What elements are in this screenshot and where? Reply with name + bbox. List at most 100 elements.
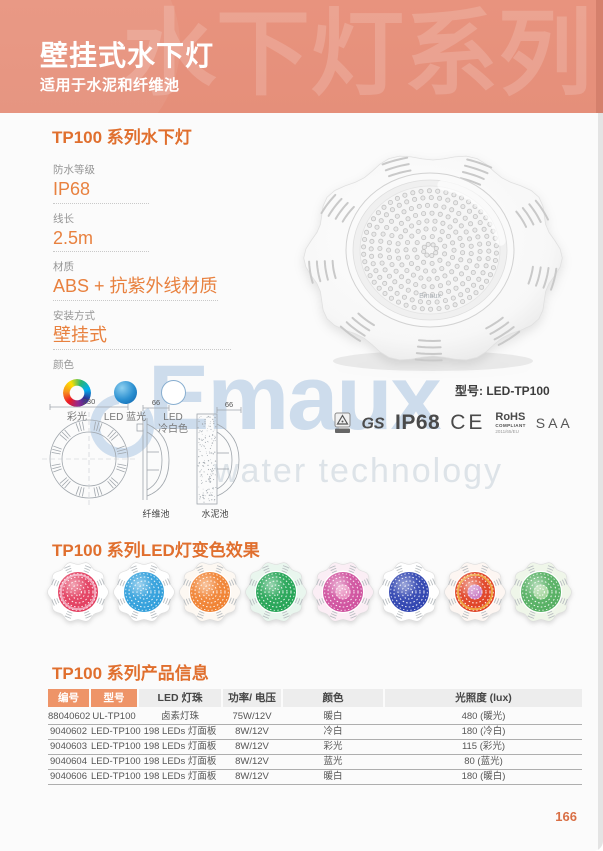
spec-item: 线长 2.5m: [53, 211, 263, 253]
table-col-header: 颜色: [283, 689, 383, 707]
table-cell: 8W/12V: [235, 771, 269, 782]
spec-item: 材质 ABS + 抗紫外线材质: [53, 259, 263, 302]
spec-label: 材质: [53, 261, 74, 274]
dim-230: 230: [83, 397, 96, 406]
spec-value: 2.5m: [53, 228, 149, 253]
spec-list: 防水等级 IP68 线长 2.5m 材质 ABS + 抗紫外线材质安装方式壁挂式: [53, 162, 263, 350]
table-row: 9040602 LED-TP100 198 LEDs 灯面板 8W/12V 冷白 180 …: [48, 725, 582, 740]
concrete-stipple: [197, 414, 217, 503]
table-cell: 198 LEDs 灯面板: [143, 771, 217, 782]
table-cell: 暖白: [323, 711, 343, 722]
vent-slots: [308, 156, 558, 362]
spec-label: 防水等级: [53, 164, 95, 176]
table-cell: 180 (暖白): [461, 771, 506, 782]
color-spec-label: 颜色: [53, 358, 74, 371]
table-cell: 480 (暖光): [461, 711, 506, 722]
spec-value: ABS + 抗紫外线材质: [53, 276, 218, 302]
table-cell: 9040603: [50, 741, 87, 752]
spec-block: 防水等级 IP68 线长 2.5m 材质 ABS + 抗紫外线材质安装方式壁挂式 颜色 彩…: [53, 162, 263, 437]
page-edge-bottom: [598, 113, 603, 851]
svg-text:GS: GS: [361, 416, 384, 433]
effect-light-magenta: [311, 562, 374, 622]
table-cell: LED-TP100: [91, 726, 141, 737]
effect-light-indigo: [377, 562, 440, 622]
product-photo: Emaux: [303, 155, 563, 371]
table-row: 9040603 LED-TP100 198 LEDs 灯面板 8W/12V 彩光 115 …: [48, 740, 582, 755]
table-col-header: LED 灯珠: [139, 689, 221, 707]
tuv-cert-icon: [334, 412, 351, 433]
table-cell: 198 LEDs 灯面板: [143, 756, 217, 767]
table-row: 88040602 UL-TP100 卤素灯珠 75W/12V 暖白 480 (暖光): [48, 710, 582, 725]
table-col-header: 编号: [48, 689, 89, 707]
table-col-header: 型号: [91, 689, 137, 707]
header-decor-circle: [0, 0, 180, 113]
swatch-label: LED 冷白色: [158, 411, 188, 436]
saa-mark: SAA: [535, 415, 573, 431]
page-subtitle: 适用于水泥和纤维池: [40, 77, 180, 94]
rainbow-color-icon: [63, 378, 91, 407]
rohs-mark: RoHS COMPLIANT 2011/65/EU: [495, 411, 526, 434]
table-cell: 9040602: [50, 726, 87, 737]
table-cell: UL-TP100: [92, 711, 136, 722]
table-cell: LED-TP100: [91, 756, 141, 767]
section1-title: TP100 系列水下灯: [52, 128, 192, 147]
table-row: 9040606 LED-TP100 198 LEDs 灯面板 8W/12V 暖白 180 …: [48, 770, 582, 785]
effect-light-light-green: [510, 562, 572, 622]
page-header: 水下灯系列 壁挂式水下灯 适用于水泥和纤维池: [0, 0, 603, 113]
page-number: 166: [555, 809, 577, 824]
product-info-table: 编号 型号 LED 灯珠 功率/ 电压 颜色 光照度 (lux) 88040602 UL-T…: [48, 689, 582, 785]
table-col-header: 功率/ 电压: [223, 689, 281, 707]
table-body: 88040602 UL-TP100 卤素灯珠 75W/12V 暖白 480 (暖光) 904…: [48, 710, 582, 785]
table-cell: 198 LEDs 灯面板: [143, 741, 217, 752]
dim-66-fiber: 66: [152, 398, 160, 407]
effect-light-blue: [113, 562, 176, 622]
table-cell: 卤素灯珠: [160, 711, 199, 722]
section3-title: TP100 系列产品信息: [52, 664, 209, 683]
model-caption: 型号: LED-TP100: [455, 384, 550, 398]
page-edge-top: [596, 0, 603, 113]
effect-light-red-multi: [443, 562, 506, 622]
section2-title: TP100 系列LED灯变色效果: [52, 541, 260, 560]
technical-drawings: 230 66 66 纤维池 水泥池: [42, 397, 242, 519]
table-row: 9040604 LED-TP100 198 LEDs 灯面板 8W/12V 蓝光 80 (…: [48, 755, 582, 770]
table-cell: 115 (彩光): [461, 741, 506, 752]
table-cell: 暖白: [323, 771, 343, 782]
ce-mark: CE: [450, 411, 486, 434]
table-cell: 198 LEDs 灯面板: [143, 726, 217, 737]
table-cell: 80 (蓝光): [464, 756, 503, 767]
lens-brand-text: Emaux: [419, 293, 441, 300]
table-col-header: 光照度 (lux): [385, 689, 582, 707]
certification-row: GS IP68 CE RoHS COMPLIANT 2011/65/EU SAA: [334, 407, 573, 439]
effect-lights-row: [46, 560, 573, 624]
swatch-multicolor: 彩光: [53, 378, 101, 437]
table-cell: 9040606: [50, 771, 87, 782]
swatch-label: 彩光: [67, 411, 87, 423]
table-cell: 冷白: [323, 726, 343, 737]
effect-light-orange: [179, 562, 242, 622]
table-cell: LED-TP100: [91, 771, 141, 782]
table-cell: 蓝光: [323, 756, 343, 767]
cool-white-icon: [160, 380, 186, 406]
table-header-row: 编号 型号 LED 灯珠 功率/ 电压 颜色 光照度 (lux): [48, 689, 582, 707]
table-cell: 彩光: [323, 741, 343, 752]
gs-cert-icon: GS: [361, 416, 384, 433]
header-watermark-text: 水下灯系列: [122, 1, 593, 106]
led-dots: [361, 188, 499, 312]
spec-label: 安装方式: [53, 310, 95, 323]
spec-value: IP68: [53, 179, 149, 204]
table-cell: 75W/12V: [232, 711, 272, 722]
swatch-coolwhite: LED 冷白色: [149, 378, 197, 437]
label-concrete-pool: 水泥池: [201, 508, 228, 519]
label-fiber-pool: 纤维池: [142, 508, 169, 519]
spec-item: 防水等级 IP68: [53, 162, 263, 204]
table-cell: LED-TP100: [91, 741, 141, 752]
spec-item: 安装方式 壁挂式: [53, 308, 263, 350]
effect-light-crimson: [47, 562, 109, 622]
spec-label: 线长: [53, 212, 74, 225]
dim-66-concrete: 66: [225, 400, 233, 409]
effect-light-green: [245, 562, 308, 622]
spec-value: 壁挂式: [53, 325, 231, 350]
table-cell: 8W/12V: [235, 741, 269, 752]
ip68-mark: IP68: [395, 411, 441, 434]
